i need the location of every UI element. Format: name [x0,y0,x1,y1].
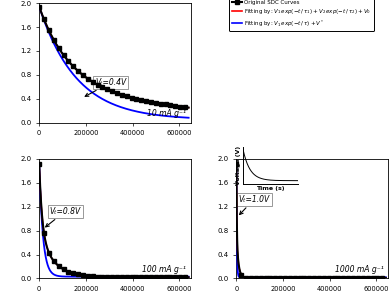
Y-axis label: Voltage (V): Voltage (V) [236,146,241,185]
Text: 100 mA g⁻¹: 100 mA g⁻¹ [142,265,186,274]
Text: Vₜ=1.0V: Vₜ=1.0V [239,195,270,215]
X-axis label: Time (s): Time (s) [256,186,285,191]
Text: 1000 mA g⁻¹: 1000 mA g⁻¹ [335,265,383,274]
Text: 10 mA g⁻¹: 10 mA g⁻¹ [147,109,186,118]
Text: Vₜ=0.4V: Vₜ=0.4V [85,78,127,96]
Text: Vₜ=0.8V: Vₜ=0.8V [46,207,81,227]
Legend: Original SDC Curves, Fitting by: $\mathit{V_1}\,\mathit{exp}(-t\,/\,\tau_1) + \m: Original SDC Curves, Fitting by: $\mathi… [229,0,374,32]
